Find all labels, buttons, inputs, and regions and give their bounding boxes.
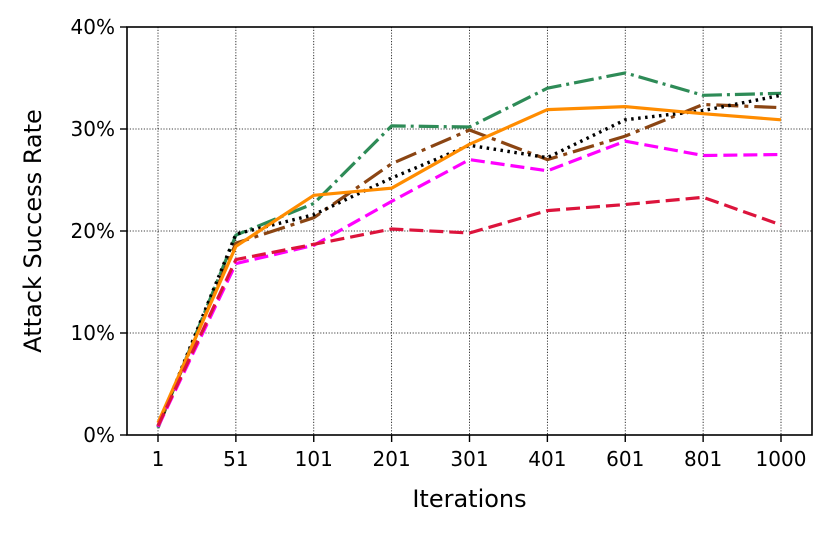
series-line-1 bbox=[156, 71, 782, 429]
series-line-6 bbox=[156, 195, 782, 427]
x-tick-label: 101 bbox=[295, 447, 333, 471]
y-tick-label: 40% bbox=[71, 15, 115, 39]
x-tick-label: 301 bbox=[450, 447, 488, 471]
x-tick-label: 801 bbox=[684, 447, 722, 471]
y-axis-ticks: 0% 10% 20% 30% 40% bbox=[71, 15, 127, 447]
series-line-5 bbox=[156, 139, 782, 428]
x-tick-label: 1000 bbox=[756, 447, 807, 471]
y-tick-label: 0% bbox=[83, 423, 115, 447]
x-axis-ticks: 1 51 101 201 301 401 601 801 1000 bbox=[152, 435, 807, 471]
x-tick-label: 201 bbox=[373, 447, 411, 471]
grid bbox=[127, 26, 812, 436]
x-axis-title: Iterations bbox=[412, 485, 526, 513]
x-tick-label: 51 bbox=[223, 447, 248, 471]
y-axis-title: Attack Success Rate bbox=[19, 109, 47, 353]
series-line-2 bbox=[156, 102, 782, 427]
x-tick-label: 601 bbox=[606, 447, 644, 471]
y-tick-label: 30% bbox=[71, 117, 115, 141]
series-lines bbox=[156, 71, 782, 429]
series-line-4 bbox=[156, 104, 782, 424]
x-tick-label: 1 bbox=[152, 447, 165, 471]
y-tick-label: 20% bbox=[71, 219, 115, 243]
x-tick-label: 401 bbox=[528, 447, 566, 471]
y-tick-label: 10% bbox=[71, 321, 115, 345]
